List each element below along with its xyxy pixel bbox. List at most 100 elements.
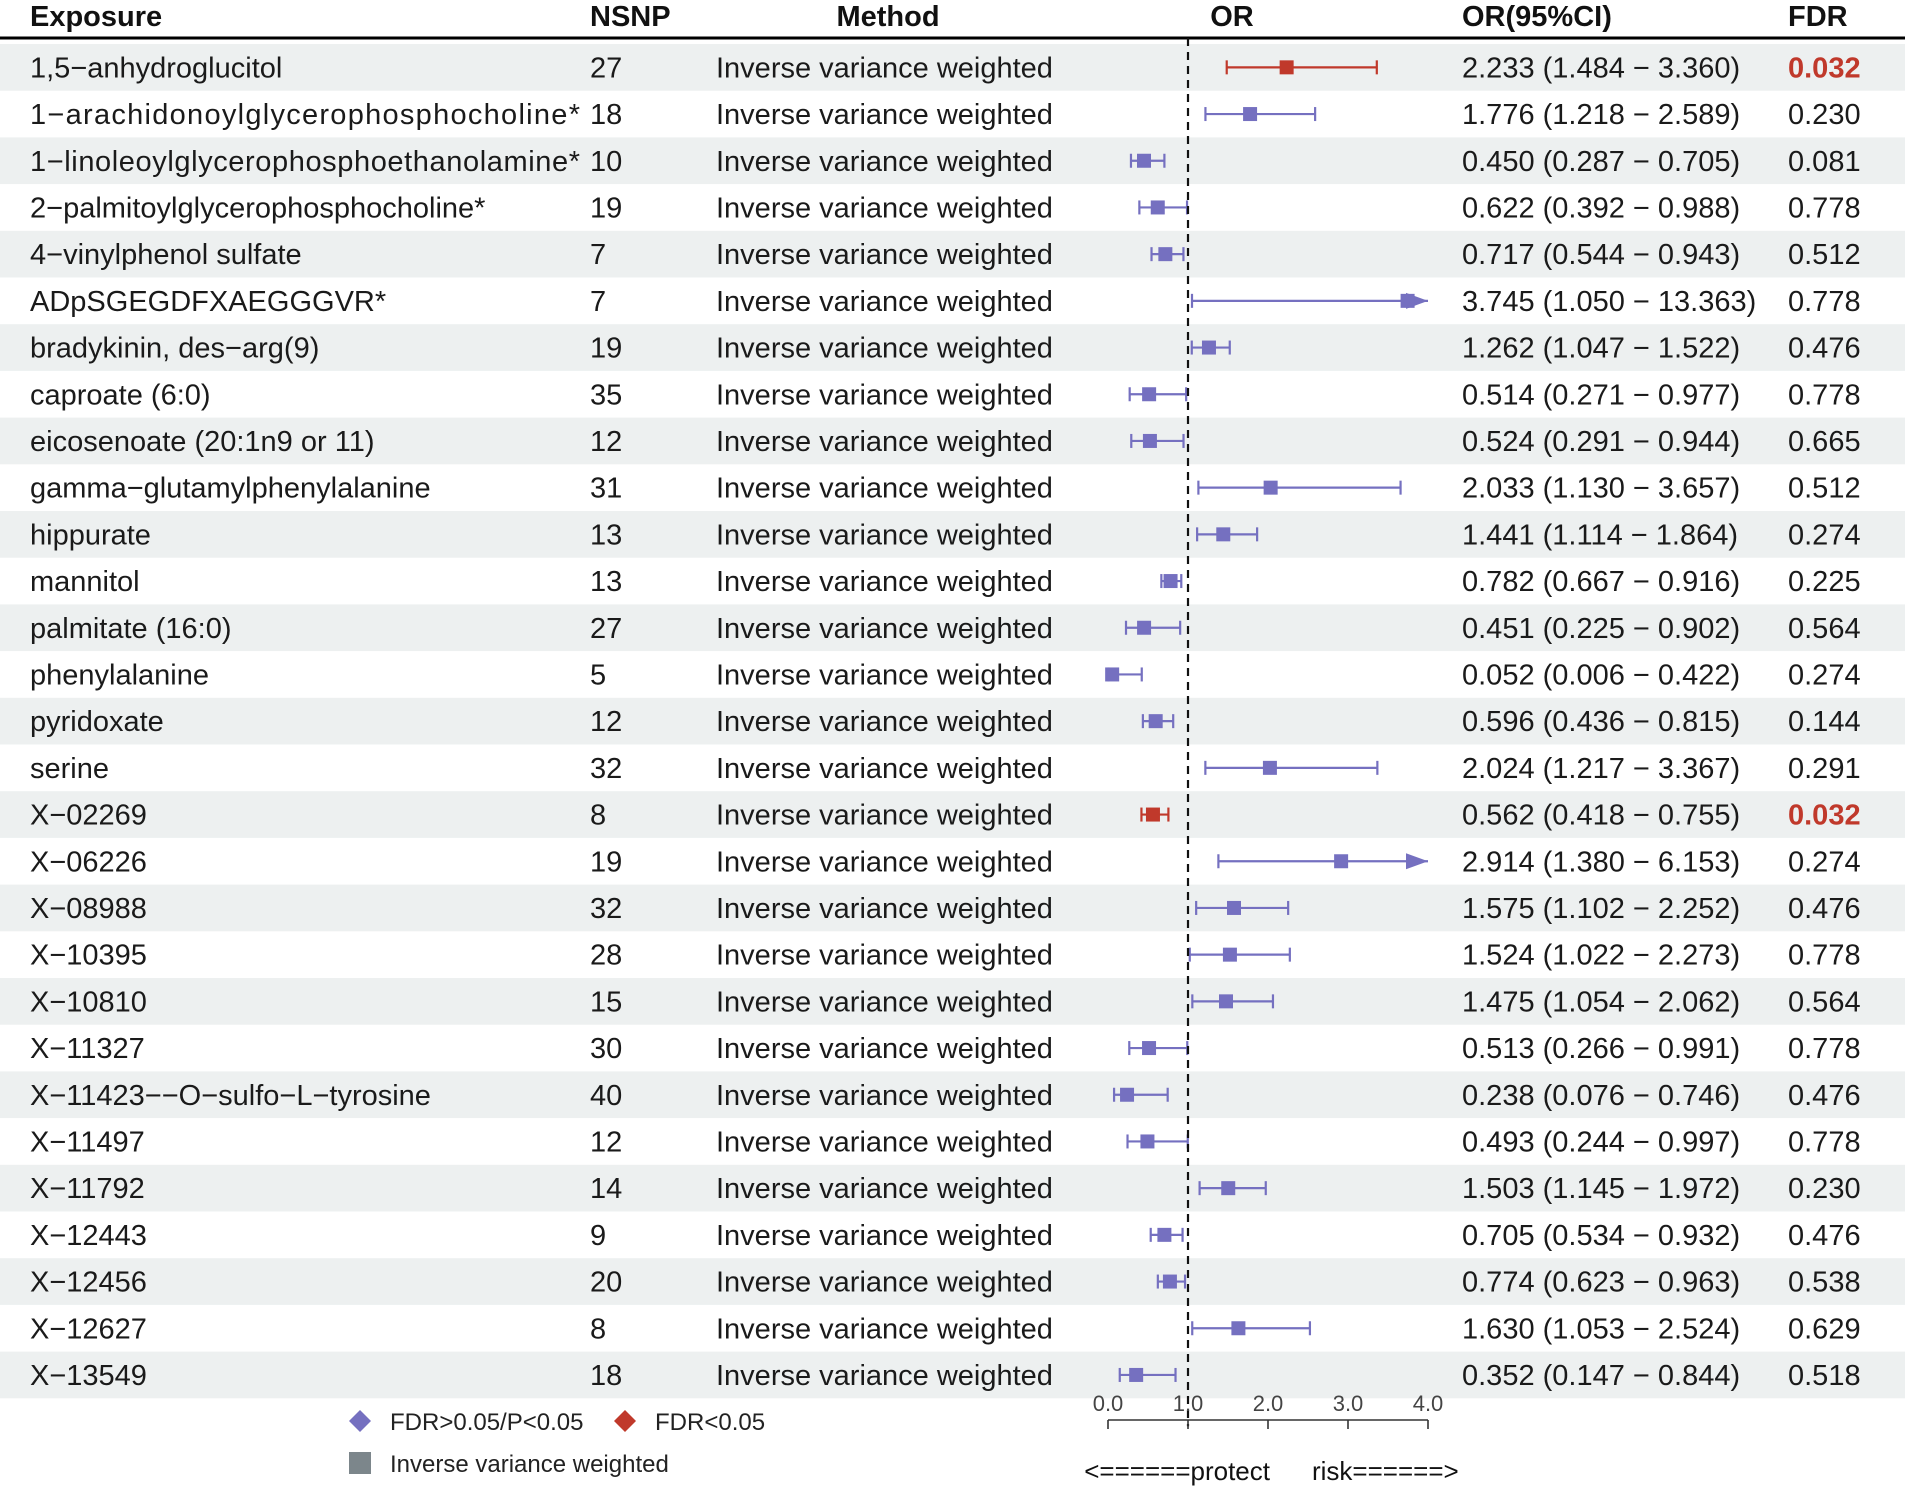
- cell-ci: 0.524 (0.291 − 0.944): [1462, 426, 1740, 458]
- cell-method: Inverse variance weighted: [716, 566, 1053, 598]
- cell-exposure: eicosenoate (20:1n9 or 11): [30, 426, 374, 458]
- cell-method: Inverse variance weighted: [716, 1080, 1053, 1112]
- cell-fdr: 0.476: [1788, 1220, 1861, 1252]
- cell-nsnp: 8: [590, 1313, 606, 1345]
- cell-exposure: X−11327: [30, 1033, 145, 1065]
- or-point: [1150, 200, 1165, 215]
- row-stripe: [0, 44, 1905, 91]
- cell-fdr: 0.778: [1788, 192, 1861, 224]
- row-stripe: [0, 230, 1905, 278]
- cell-method: Inverse variance weighted: [716, 99, 1053, 131]
- cell-nsnp: 19: [590, 846, 622, 878]
- cell-fdr: 0.512: [1788, 239, 1861, 271]
- legend: FDR>0.05/P<0.05 FDR<0.05 Inverse variance …: [349, 1409, 765, 1478]
- cell-fdr: 0.476: [1788, 333, 1861, 365]
- cell-exposure: 4−vinylphenol sulfate: [30, 239, 302, 271]
- cell-fdr: 0.274: [1788, 846, 1861, 878]
- cell-exposure: mannitol: [30, 566, 140, 598]
- cell-fdr: 0.032: [1788, 800, 1861, 832]
- or-point: [1142, 433, 1157, 448]
- cell-method: Inverse variance weighted: [716, 800, 1053, 832]
- cell-exposure: caproate (6:0): [30, 379, 211, 411]
- cell-exposure: 1−linoleoylglycerophosphoethanolamine*: [30, 146, 580, 178]
- row-stripe: [0, 1164, 1905, 1212]
- cell-nsnp: 30: [590, 1033, 622, 1065]
- cell-ci: 0.493 (0.244 − 0.997): [1462, 1126, 1740, 1158]
- cell-method: Inverse variance weighted: [716, 706, 1053, 738]
- cell-nsnp: 7: [590, 286, 606, 318]
- cell-exposure: X−12456: [30, 1267, 147, 1299]
- x-tick-label: 1.0: [1173, 1391, 1204, 1416]
- cell-fdr: 0.291: [1788, 753, 1861, 785]
- cell-ci: 3.745 (1.050 − 13.363): [1462, 286, 1756, 318]
- or-point: [1142, 387, 1157, 402]
- cell-exposure: bradykinin, des−arg(9): [30, 333, 319, 365]
- x-tick-label: 4.0: [1413, 1391, 1444, 1416]
- cell-nsnp: 18: [590, 1360, 622, 1392]
- x-axis: 0.0 1.0 2.0 3.0 4.0 <======protect risk======>: [1084, 38, 1459, 1486]
- cell-exposure: serine: [30, 753, 109, 785]
- x-tick-label: 0.0: [1093, 1391, 1124, 1416]
- cell-nsnp: 40: [590, 1080, 622, 1112]
- or-point: [1142, 1041, 1157, 1056]
- cell-ci: 1.475 (1.054 − 2.062): [1462, 986, 1740, 1018]
- cell-ci: 2.033 (1.130 − 3.657): [1462, 473, 1740, 505]
- cell-ci: 1.630 (1.053 − 2.524): [1462, 1313, 1740, 1345]
- cell-ci: 0.238 (0.076 − 0.746): [1462, 1080, 1740, 1112]
- cell-nsnp: 27: [590, 613, 622, 645]
- cell-ci: 2.233 (1.484 − 3.360): [1462, 52, 1740, 84]
- cell-nsnp: 12: [590, 706, 622, 738]
- row-stripe: [0, 1071, 1905, 1119]
- cell-fdr: 0.778: [1788, 1033, 1861, 1065]
- cell-ci: 1.441 (1.114 − 1.864): [1462, 519, 1738, 551]
- cell-ci: 0.513 (0.266 − 0.991): [1462, 1033, 1740, 1065]
- cell-fdr: 0.225: [1788, 566, 1861, 598]
- cell-nsnp: 20: [590, 1267, 622, 1299]
- cell-ci: 0.352 (0.147 − 0.844): [1462, 1360, 1740, 1392]
- cell-fdr: 0.518: [1788, 1360, 1861, 1392]
- legend-label-method: Inverse variance weighted: [390, 1451, 669, 1478]
- cell-exposure: gamma−glutamylphenylalanine: [30, 473, 431, 505]
- or-point: [1222, 947, 1237, 962]
- row-stripe: [0, 511, 1905, 558]
- cell-ci: 0.717 (0.544 − 0.943): [1462, 239, 1740, 271]
- cell-nsnp: 19: [590, 333, 622, 365]
- cell-method: Inverse variance weighted: [716, 1126, 1053, 1158]
- row-stripe: [0, 604, 1905, 652]
- or-point: [1334, 854, 1349, 869]
- cell-fdr: 0.274: [1788, 519, 1861, 551]
- header-exposure: Exposure: [30, 1, 162, 33]
- or-point: [1263, 480, 1278, 495]
- protect-label: <======protect: [1084, 1456, 1271, 1486]
- cell-exposure: 1−arachidonoylglycerophosphocholine*: [30, 99, 580, 131]
- cell-method: Inverse variance weighted: [716, 940, 1053, 972]
- cell-fdr: 0.144: [1788, 706, 1861, 738]
- cell-nsnp: 13: [590, 519, 622, 551]
- cell-method: Inverse variance weighted: [716, 1267, 1053, 1299]
- cell-nsnp: 27: [590, 52, 622, 84]
- cell-ci: 2.914 (1.380 − 6.153): [1462, 846, 1740, 878]
- cell-ci: 0.705 (0.534 − 0.932): [1462, 1220, 1740, 1252]
- cell-fdr: 0.512: [1788, 473, 1861, 505]
- cell-exposure: 2−palmitoylglycerophosphocholine*: [30, 192, 485, 224]
- cell-ci: 2.024 (1.217 − 3.367): [1462, 753, 1740, 785]
- or-point: [1148, 714, 1163, 729]
- table-header: Exposure NSNP Method OR OR(95%CI) FDR: [0, 1, 1905, 40]
- cell-nsnp: 28: [590, 940, 622, 972]
- cell-nsnp: 35: [590, 379, 622, 411]
- or-point: [1140, 1134, 1155, 1149]
- risk-label: risk======>: [1312, 1456, 1459, 1486]
- legend-diamond-icon: [349, 1410, 371, 1432]
- cell-method: Inverse variance weighted: [716, 379, 1053, 411]
- row-stripe: [0, 697, 1905, 745]
- cell-ci: 0.782 (0.667 − 0.916): [1462, 566, 1740, 598]
- cell-exposure: X−02269: [30, 800, 147, 832]
- cell-ci: 0.562 (0.418 − 0.755): [1462, 800, 1740, 832]
- cell-ci: 1.503 (1.145 − 1.972): [1462, 1173, 1740, 1205]
- cell-fdr: 0.032: [1788, 52, 1861, 84]
- cell-method: Inverse variance weighted: [716, 1360, 1053, 1392]
- cell-ci: 0.451 (0.225 − 0.902): [1462, 613, 1740, 645]
- or-point: [1129, 1367, 1144, 1382]
- or-point: [1201, 340, 1216, 355]
- or-point: [1163, 574, 1178, 589]
